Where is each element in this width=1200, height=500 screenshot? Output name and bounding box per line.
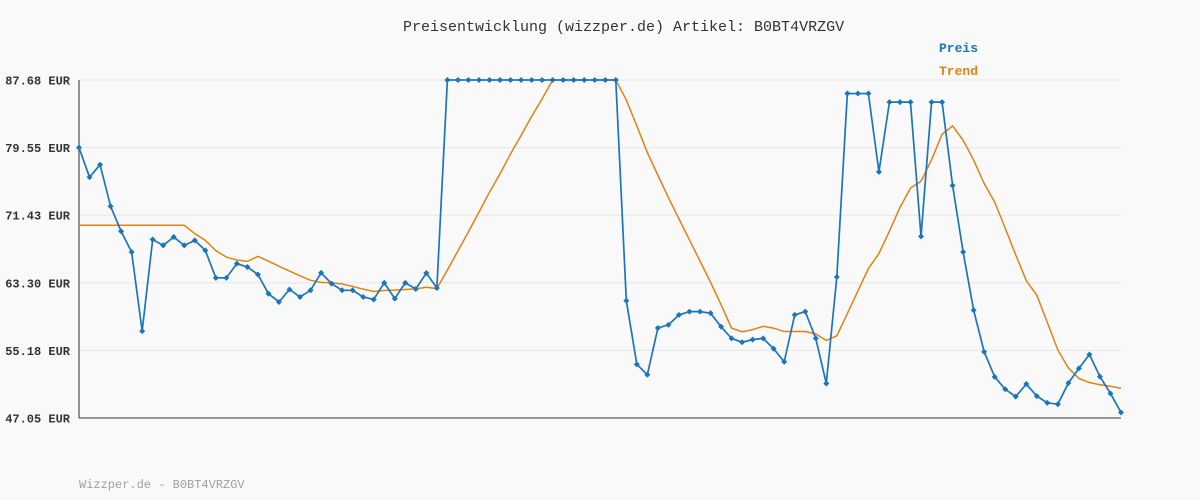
svg-text:47.05 EUR: 47.05 EUR bbox=[5, 413, 71, 427]
svg-text:87.68 EUR: 87.68 EUR bbox=[5, 75, 71, 89]
svg-text:71.43 EUR: 71.43 EUR bbox=[5, 210, 71, 224]
svg-text:63.30 EUR: 63.30 EUR bbox=[5, 277, 71, 291]
svg-text:79.55 EUR: 79.55 EUR bbox=[5, 142, 71, 156]
svg-text:55.18 EUR: 55.18 EUR bbox=[5, 345, 71, 359]
